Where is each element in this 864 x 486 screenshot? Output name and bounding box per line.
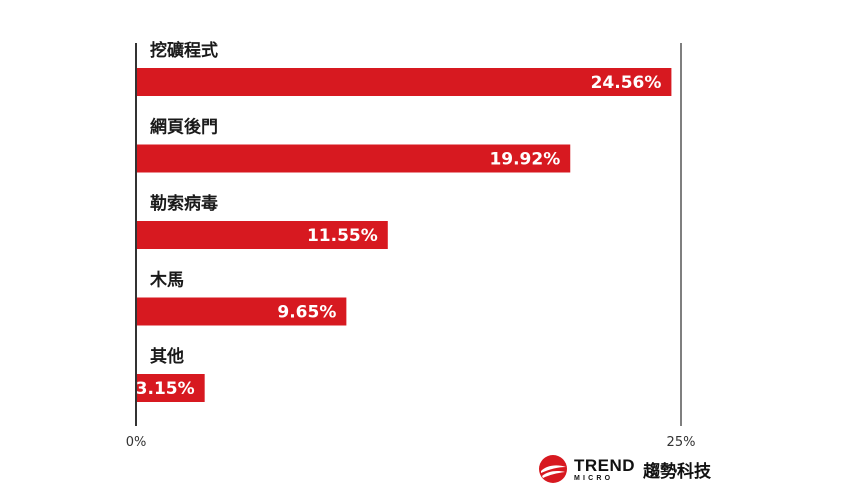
bar: [136, 297, 347, 326]
trend-micro-brand: TREND MICRO 趨勢科技: [538, 452, 711, 486]
bar: [136, 374, 205, 402]
brand-name: TREND: [574, 455, 636, 475]
trend-micro-logo-icon: [539, 455, 567, 483]
value-label: 19.92%: [489, 150, 560, 170]
category-label: 勒索病毒: [150, 193, 218, 214]
category-label: 木馬: [149, 270, 184, 291]
value-label: 11.55%: [307, 226, 378, 246]
bar: [136, 221, 388, 249]
category-label: 挖礦程式: [150, 40, 218, 61]
value-label: 24.56%: [591, 73, 662, 93]
bars-group: 挖礦程式 24.56% 網頁後門 19.92% 勒索病毒 11.55% 木馬 9.65% 其他 3…: [136, 40, 672, 402]
category-label: 網頁後門: [150, 117, 218, 138]
bar: [136, 68, 672, 96]
x-tick-label-25: 25%: [667, 435, 696, 450]
brand-sub: MICRO: [574, 474, 614, 482]
brand-chinese-name: 趨勢科技: [643, 461, 712, 482]
bar: [136, 144, 571, 173]
value-label: 3.15%: [136, 379, 195, 399]
value-label: 9.65%: [277, 303, 336, 323]
category-label: 其他: [150, 346, 184, 367]
x-tick-label-0: 0%: [126, 435, 147, 450]
